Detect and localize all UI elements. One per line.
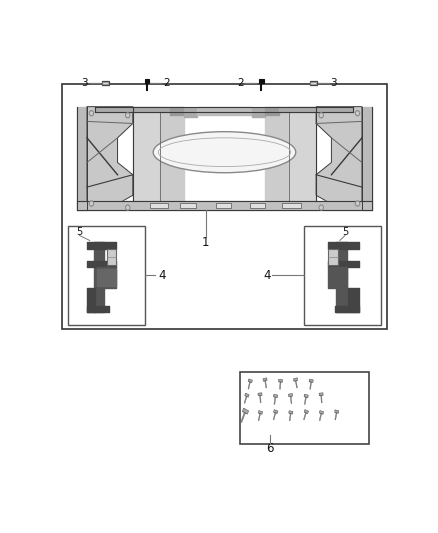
Bar — [250, 203, 265, 208]
Text: 2: 2 — [237, 78, 244, 88]
Polygon shape — [242, 408, 249, 414]
Text: 3: 3 — [330, 78, 337, 88]
Bar — [311, 82, 317, 84]
Text: 5: 5 — [76, 227, 83, 237]
Circle shape — [319, 113, 323, 118]
Circle shape — [89, 201, 93, 206]
Polygon shape — [279, 382, 281, 389]
Circle shape — [356, 201, 360, 206]
Circle shape — [320, 114, 322, 117]
Circle shape — [126, 205, 130, 210]
Polygon shape — [304, 413, 306, 420]
Text: 2: 2 — [163, 78, 170, 88]
Polygon shape — [321, 395, 322, 403]
Polygon shape — [319, 414, 321, 421]
Circle shape — [90, 112, 92, 115]
Polygon shape — [293, 378, 298, 381]
Polygon shape — [295, 381, 297, 388]
Polygon shape — [289, 411, 293, 414]
Bar — [102, 82, 108, 84]
Bar — [304, 226, 381, 325]
Polygon shape — [273, 394, 278, 398]
Circle shape — [356, 111, 360, 116]
Polygon shape — [310, 382, 311, 389]
Polygon shape — [273, 413, 276, 420]
Circle shape — [319, 205, 323, 210]
Text: 4: 4 — [263, 269, 271, 282]
Polygon shape — [304, 394, 308, 398]
Polygon shape — [319, 393, 323, 396]
Bar — [61, 84, 387, 329]
Polygon shape — [260, 395, 261, 403]
Circle shape — [89, 111, 93, 116]
Text: 6: 6 — [267, 442, 274, 455]
Circle shape — [127, 206, 129, 209]
Bar — [150, 203, 169, 208]
Polygon shape — [290, 397, 292, 403]
Circle shape — [357, 112, 359, 115]
Polygon shape — [335, 410, 339, 413]
Bar — [145, 79, 149, 83]
Text: 1: 1 — [202, 236, 209, 249]
Circle shape — [357, 202, 359, 205]
Polygon shape — [309, 379, 313, 382]
Polygon shape — [240, 413, 245, 423]
Bar — [310, 81, 317, 85]
Circle shape — [90, 202, 92, 205]
Text: 5: 5 — [342, 227, 348, 237]
Polygon shape — [245, 393, 249, 397]
Ellipse shape — [153, 132, 296, 173]
Polygon shape — [258, 393, 262, 396]
Polygon shape — [244, 396, 247, 403]
Polygon shape — [274, 397, 276, 405]
Polygon shape — [335, 413, 337, 420]
Circle shape — [320, 206, 322, 209]
Polygon shape — [248, 382, 251, 389]
Polygon shape — [304, 397, 306, 405]
Bar — [282, 203, 301, 208]
Bar — [240, 372, 369, 443]
Polygon shape — [263, 378, 267, 381]
Bar — [216, 203, 231, 208]
Polygon shape — [319, 410, 324, 414]
Polygon shape — [274, 410, 278, 414]
Polygon shape — [258, 410, 262, 414]
Bar — [259, 79, 264, 83]
Bar — [180, 203, 196, 208]
Text: 4: 4 — [158, 269, 166, 282]
Bar — [68, 226, 145, 325]
Polygon shape — [289, 414, 291, 421]
Bar — [328, 249, 338, 265]
Polygon shape — [304, 409, 308, 414]
Circle shape — [126, 113, 130, 118]
Polygon shape — [279, 379, 283, 382]
Bar — [107, 249, 116, 265]
Circle shape — [127, 114, 129, 117]
Polygon shape — [258, 414, 261, 421]
Text: 3: 3 — [81, 78, 88, 88]
Polygon shape — [316, 107, 362, 209]
Polygon shape — [87, 107, 133, 209]
Bar — [102, 81, 109, 85]
Polygon shape — [265, 381, 267, 388]
Polygon shape — [248, 379, 252, 383]
Polygon shape — [289, 393, 293, 397]
